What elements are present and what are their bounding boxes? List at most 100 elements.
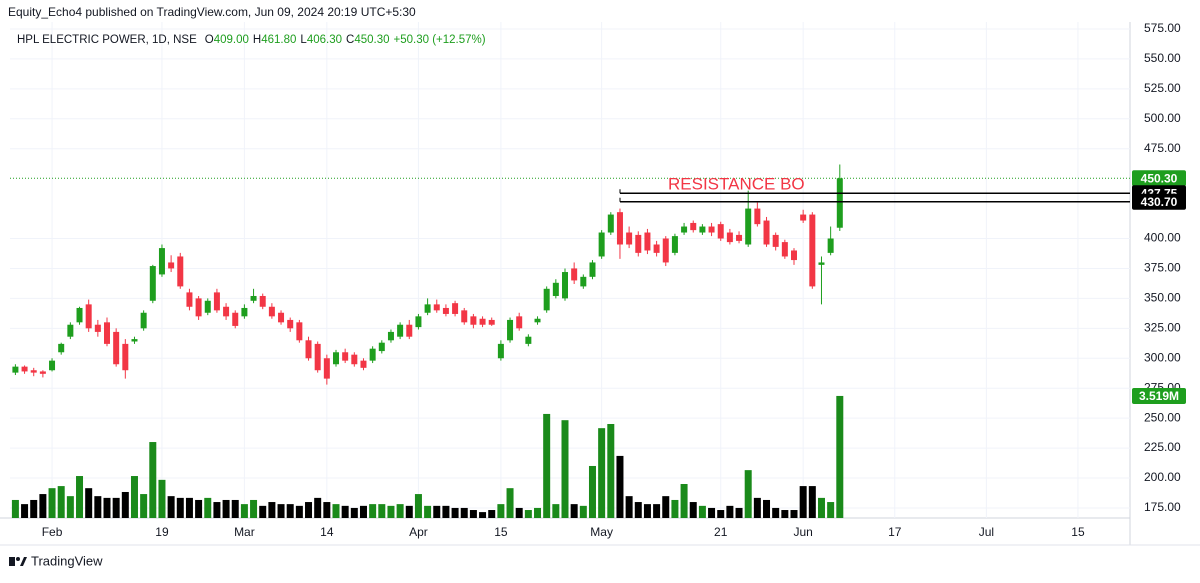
price-label-box [1132,193,1186,210]
candle-body [516,316,523,329]
volume-bar [130,476,138,518]
y-tick-label: 550.00 [1144,51,1181,65]
volume-bar [680,484,688,518]
volume-bar [350,507,358,518]
candle-body [671,236,678,253]
volume-bar [708,507,716,518]
x-tick-label: 19 [155,525,169,539]
y-tick-label: 475.00 [1144,141,1181,155]
candle-body [479,318,486,325]
y-tick-label: 375.00 [1144,261,1181,275]
volume-bar [588,465,596,518]
volume-bar [149,442,157,518]
x-tick-label: 17 [888,525,902,539]
candle-body [223,306,230,317]
volume-bar [790,510,798,518]
volume-bar [140,494,148,518]
candle-body [488,319,495,325]
legend-key: H [253,34,261,46]
candle-body [644,232,651,251]
volume-bar [726,505,734,518]
y-tick-label: 225.00 [1144,440,1181,454]
candle-body [186,292,193,307]
candle-body [278,312,285,323]
x-tick-label: Jul [979,525,994,539]
candle-body [49,360,56,371]
volume-bar [204,497,212,518]
candle-body [690,222,697,231]
price-label-box [1132,170,1186,187]
x-tick-label: 15 [1071,525,1085,539]
volume-bar [836,395,844,518]
volume-bar [66,496,74,518]
volume-bar [369,504,377,518]
volume-bar [359,505,367,518]
candle-body [818,262,825,265]
volume-bar [167,496,175,518]
volume-bar [323,502,331,518]
candle-body [305,340,312,359]
candle-body [543,288,550,311]
volume-bar [442,505,450,518]
volume-bar [717,510,725,518]
x-tick-label: Mar [234,525,255,539]
candle-body [708,226,715,233]
publisher-note: Equity_Echo4 published on TradingView.co… [8,5,416,19]
volume-bar [268,502,276,518]
volume-bar [506,488,514,518]
candle-body [94,324,101,332]
legend-key: O [205,34,214,46]
y-tick-label: 400.00 [1144,231,1181,245]
volume-bar [524,510,532,518]
y-tick-label: 175.00 [1144,500,1181,514]
candle-body [589,262,596,277]
volume-bar [671,499,679,518]
candle-body [85,304,92,329]
volume-bar [479,512,487,518]
volume-bar [11,499,19,518]
candle-body [204,300,211,313]
candle-body [580,276,587,287]
x-tick-label: 14 [320,525,334,539]
y-tick-label: 500.00 [1144,111,1181,125]
price-label: 450.30 [1141,171,1178,185]
volume-bar [405,505,413,518]
candle-body [387,331,394,341]
volume-bar [76,476,84,518]
candle-body [250,295,257,301]
x-tick-label: 15 [494,525,508,539]
volume-bar [433,505,441,518]
volume-bar [424,505,432,518]
volume-bar [497,504,505,518]
volume-bar [387,505,395,518]
volume-bar [332,504,340,518]
volume-bar [305,502,313,518]
volume-bar [607,424,615,518]
volume-bar [121,491,129,518]
volume-bar [561,420,569,518]
y-tick-label: 200.00 [1144,470,1181,484]
volume-bar [469,510,477,518]
volume-bar [781,510,789,518]
candle-body [67,324,74,337]
legend-value: 409.00 [214,34,249,46]
volume-bar [277,504,285,518]
candle-body [571,268,578,281]
volume-bar [653,504,661,518]
candle-body [681,226,688,233]
candle-body [140,312,147,329]
candle-body [772,234,779,247]
candle-body [76,307,83,323]
candle-body [104,322,110,344]
volume-bar [579,505,587,518]
volume-bar [689,502,697,518]
candle-body [323,358,330,379]
volume-bar [378,504,386,518]
candle-body [287,319,294,329]
legend-value: 450.30 [354,34,389,46]
candle-body [635,234,642,253]
volume-bar [286,504,294,518]
y-tick-label: 350.00 [1144,291,1181,305]
candle-body [12,366,19,373]
volume-bar [231,499,239,518]
